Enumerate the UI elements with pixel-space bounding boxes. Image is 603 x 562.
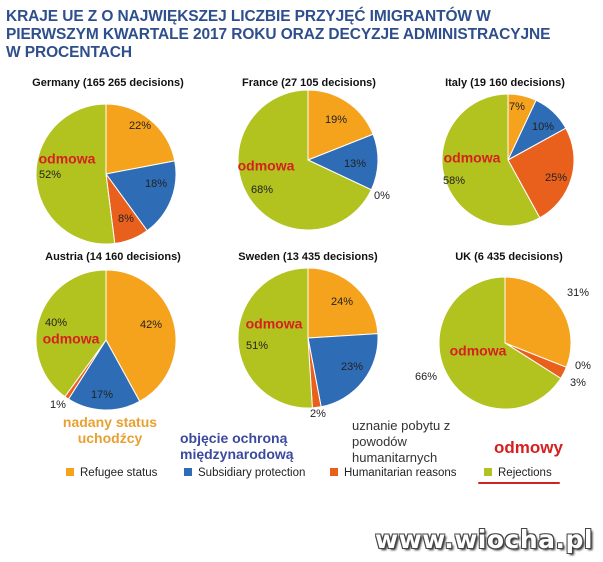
pie-slice-rejections — [237, 89, 373, 231]
data-label-refugee: 24% — [331, 296, 353, 308]
data-label-rejections: 66% — [415, 371, 437, 383]
pie-title: France (27 105 decisions) — [242, 77, 376, 89]
data-label-subsidiary: 0% — [575, 360, 591, 372]
legend-label-humanitarian: Humanitarian reasons — [344, 467, 457, 479]
data-label-refugee: 19% — [325, 114, 347, 126]
pie-slice-humanitarian — [507, 127, 575, 219]
data-label-subsidiary: 13% — [344, 158, 366, 170]
overlay-label-odmowa: odmowa — [246, 316, 303, 332]
legend-item-rejections: Rejections — [484, 466, 552, 480]
data-label-rejections: 40% — [45, 317, 67, 329]
pie-slice-refugee — [105, 103, 176, 175]
pie-chart-2: France (27 105 decisions) 19% 13% 0% 68% odmo… — [237, 77, 390, 231]
rejections-underline — [478, 482, 560, 484]
pie-title: Germany (165 265 decisions) — [32, 77, 184, 89]
data-label-rejections: 68% — [251, 184, 273, 196]
overlay-label-odmowa: odmowa — [43, 331, 100, 347]
pie-slice-subsidiary — [105, 160, 177, 232]
legend-swatch-rejections — [484, 468, 492, 476]
pie-slice-rejections — [441, 93, 541, 227]
pie-chart-3: Italy (19 160 decisions) 7% 10% 25% 58% odmow… — [441, 77, 575, 227]
note-humanitarian-reasons: uznanie pobytu z powodów humanitarnych — [352, 418, 451, 465]
pie-title: Austria (14 160 decisions) — [45, 251, 181, 263]
overlay-label-odmowa: odmowa — [39, 151, 96, 167]
note-subsidiary-protection: objęcie ochroną międzynarodową — [180, 430, 294, 462]
title-line-1: KRAJE UE Z O NAJWIĘKSZEJ LICZBIE PRZYJĘĆ… — [6, 8, 491, 25]
pie-chart-4: Austria (14 160 decisions) 42% 17% 1% 40% odm… — [35, 251, 181, 411]
legend-label-refugee: Refugee status — [80, 467, 158, 479]
pie-title: Sweden (13 435 decisions) — [238, 251, 378, 263]
legend-swatch-subsidiary — [184, 468, 192, 476]
legend-label-subsidiary: Subsidiary protection — [198, 467, 306, 479]
data-label-humanitarian: 0% — [374, 190, 390, 202]
data-label-rejections: 51% — [246, 340, 268, 352]
legend-swatch-humanitarian — [330, 468, 338, 476]
pie-chart-1: Germany (165 265 decisions) 22% 18% 8% 52% od… — [32, 77, 184, 245]
overlay-label-odmowa: odmowa — [238, 158, 295, 174]
data-label-humanitarian: 8% — [118, 213, 134, 225]
data-label-humanitarian: 25% — [545, 172, 567, 184]
page-title: KRAJE UE Z O NAJWIĘKSZEJ LICZBIE PRZYJĘĆ… — [6, 8, 596, 62]
data-label-refugee: 31% — [567, 287, 589, 299]
legend-item-humanitarian: Humanitarian reasons — [330, 466, 457, 480]
data-label-humanitarian: 3% — [570, 377, 586, 389]
pie-slice-refugee — [307, 267, 379, 339]
pie-slice-refugee — [504, 276, 572, 368]
note-refugee-status: nadany status uchodźcy — [62, 414, 158, 446]
pie-slice-subsidiary — [307, 333, 379, 408]
pie-slice-refugee — [307, 89, 374, 161]
pie-chart-5: Sweden (13 435 decisions) 24% 23% 2% 51% odmo… — [237, 251, 379, 420]
title-line-2: PIERWSZYM KWARTALE 2017 ROKU ORAZ DECYZJ… — [6, 26, 551, 43]
pie-slice-refugee — [105, 269, 177, 403]
legend-swatch-refugee — [66, 468, 74, 476]
pie-slice-subsidiary — [306, 133, 379, 191]
data-label-humanitarian: 1% — [50, 399, 66, 411]
overlay-label-odmowa: odmowa — [450, 343, 507, 359]
pie-chart-6: UK (6 435 decisions) 31% 0% 3% 66% odmowa — [415, 251, 591, 410]
data-label-refugee: 42% — [140, 319, 162, 331]
data-label-subsidiary: 18% — [145, 178, 167, 190]
overlay-label-odmowa: odmowa — [444, 150, 501, 166]
data-label-humanitarian: 2% — [310, 408, 326, 420]
data-label-subsidiary: 10% — [532, 121, 554, 133]
legend-label-rejections: Rejections — [498, 467, 552, 479]
pie-slice-subsidiary — [67, 339, 141, 411]
pie-slice-rejections — [237, 267, 313, 409]
data-label-subsidiary: 17% — [91, 389, 113, 401]
title-line-3: W PROCENTACH — [6, 44, 132, 61]
legend-item-subsidiary: Subsidiary protection — [184, 466, 305, 480]
pie-slice-rejections — [35, 103, 116, 245]
data-label-refugee: 7% — [509, 101, 525, 113]
data-label-rejections: 52% — [39, 169, 61, 181]
data-label-subsidiary: 23% — [341, 361, 363, 373]
data-label-refugee: 22% — [129, 120, 151, 132]
note-rejections: odmowy — [494, 438, 563, 457]
watermark: www.wiocha.pl — [375, 525, 593, 554]
pie-title: UK (6 435 decisions) — [455, 251, 563, 263]
pie-slice-rejections — [438, 276, 562, 410]
pie-slice-rejections — [35, 269, 107, 398]
data-label-rejections: 58% — [443, 175, 465, 187]
pie-title: Italy (19 160 decisions) — [445, 77, 565, 89]
legend-item-refugee: Refugee status — [66, 466, 157, 480]
